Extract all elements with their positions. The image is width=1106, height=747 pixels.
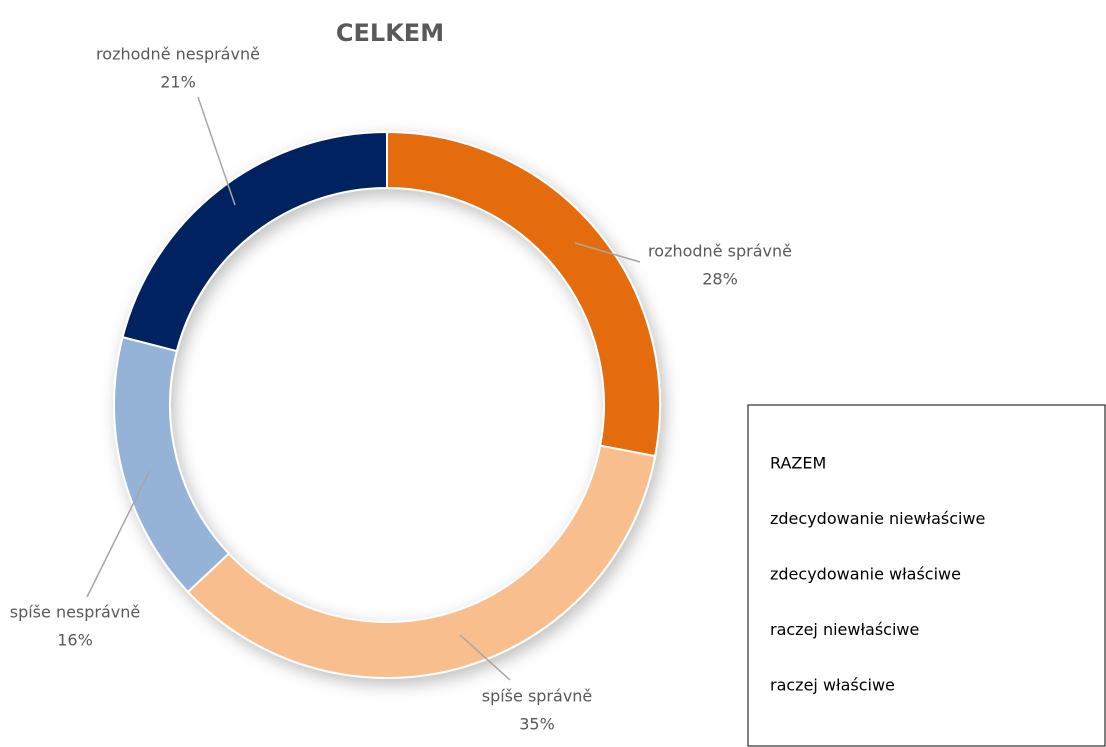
note-line: RAZEM bbox=[770, 454, 826, 473]
note-line: zdecydowanie właściwe bbox=[770, 565, 961, 584]
data-label-value: 21% bbox=[160, 73, 196, 92]
note-line: zdecydowanie niewłaściwe bbox=[770, 509, 985, 528]
note-line: raczej niewłaściwe bbox=[770, 620, 919, 639]
leader-line bbox=[86, 469, 151, 598]
leader-line bbox=[197, 96, 236, 206]
note-box bbox=[747, 404, 1106, 747]
donut-segment bbox=[113, 335, 231, 594]
data-label-value: 35% bbox=[519, 715, 555, 734]
leader-line bbox=[574, 242, 641, 263]
data-label-value: 16% bbox=[57, 631, 93, 650]
note-line: raczej właściwe bbox=[770, 676, 895, 695]
leader-line bbox=[459, 634, 511, 681]
data-label-name: spíše nesprávně bbox=[10, 603, 141, 622]
donut-segment bbox=[186, 444, 657, 679]
data-label-value: 28% bbox=[702, 270, 738, 289]
data-label-name: rozhodně správně bbox=[648, 242, 792, 261]
donut bbox=[113, 130, 661, 679]
data-label-name: spíše správně bbox=[482, 687, 593, 706]
data-label-name: rozhodně nesprávně bbox=[96, 45, 260, 64]
donut-segment bbox=[121, 130, 388, 353]
donut-segment bbox=[386, 130, 661, 458]
chart-title: CELKEM bbox=[336, 19, 444, 47]
